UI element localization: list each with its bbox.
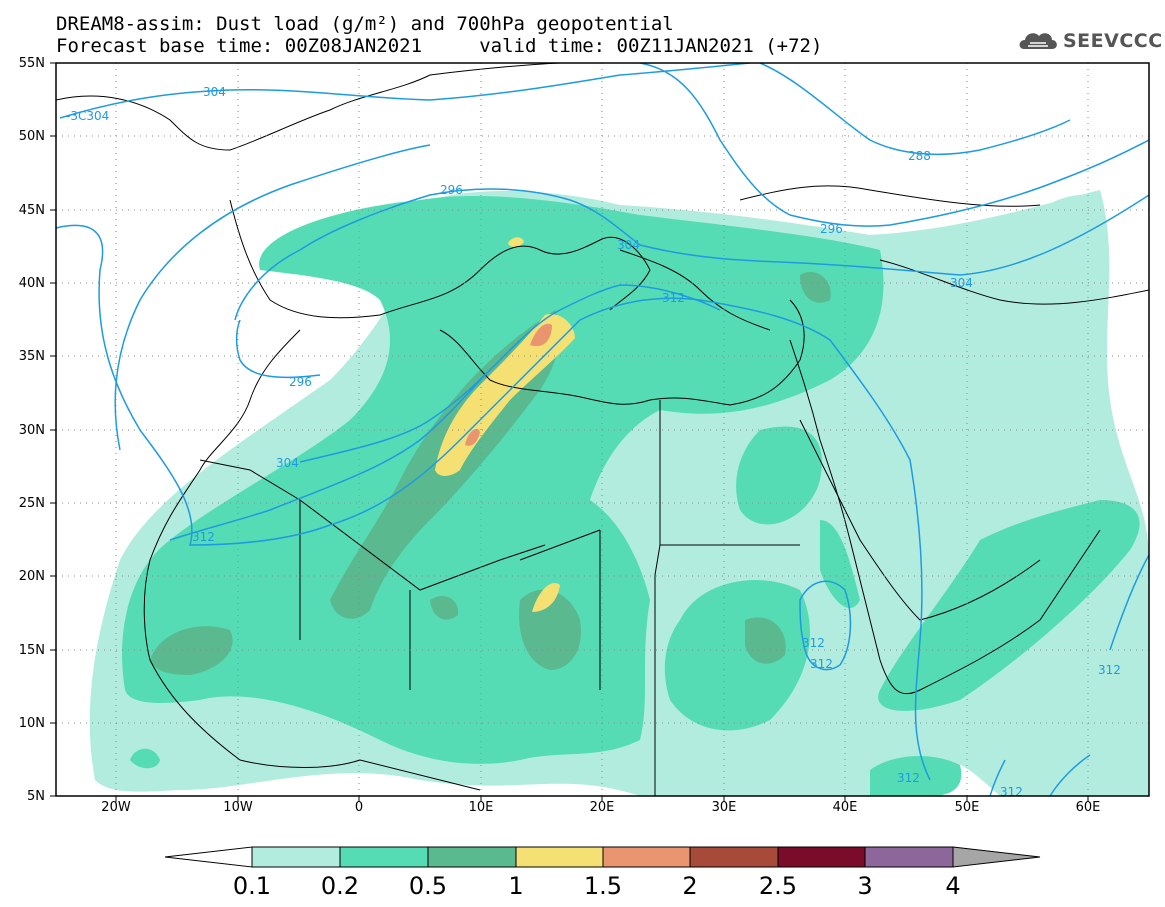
lat-label: 25N bbox=[18, 496, 45, 511]
lon-label: 20W bbox=[101, 800, 131, 815]
dust-region-medium bbox=[870, 755, 962, 796]
dust-region-medium bbox=[878, 500, 1140, 711]
lon-label: 0 bbox=[354, 800, 364, 815]
colorbar bbox=[164, 846, 1041, 868]
contour-label: 304 bbox=[950, 276, 973, 290]
dust-region-extreme bbox=[530, 323, 552, 347]
contour-label: -3C304 bbox=[66, 109, 109, 123]
lat-label: 40N bbox=[18, 276, 45, 291]
colorbar-label: 2 bbox=[682, 872, 698, 900]
lon-label: 60E bbox=[1075, 800, 1101, 815]
dust-region-very-heavy bbox=[508, 237, 524, 248]
colorbar-label: 4 bbox=[945, 872, 961, 900]
colorbar-swatch bbox=[777, 846, 866, 868]
contour-label: 304 bbox=[617, 238, 640, 252]
contour-label: 296 bbox=[440, 183, 463, 197]
dust-region-medium bbox=[820, 520, 860, 609]
lon-label: 30E bbox=[711, 800, 737, 815]
colorbar-swatch bbox=[251, 846, 341, 868]
map-title: DREAM8-assim: Dust load (g/m²) and 700hP… bbox=[56, 13, 674, 35]
dust-shading bbox=[89, 190, 1149, 796]
seevccc-logo-text: SEEVCCC bbox=[1063, 30, 1163, 52]
colorbar-label: 0.5 bbox=[408, 872, 448, 900]
colorbar-label: 2.5 bbox=[758, 872, 798, 900]
colorbar-swatch bbox=[164, 846, 253, 868]
geopotential-contours bbox=[56, 63, 1149, 796]
lat-label: 45N bbox=[18, 203, 45, 218]
dust-region-heavy bbox=[430, 595, 459, 620]
contour-label: 312 bbox=[897, 771, 920, 785]
colorbar-label: 1 bbox=[508, 872, 524, 900]
lat-label: 5N bbox=[27, 789, 45, 804]
dust-region-heavy bbox=[800, 271, 831, 303]
colorbar-swatch bbox=[515, 846, 604, 868]
contour-label: 312 bbox=[802, 636, 825, 650]
colorbar-label: 1.5 bbox=[583, 872, 623, 900]
colorbar-swatch bbox=[339, 846, 429, 868]
dust-region-medium bbox=[130, 748, 160, 769]
colorbar-label: 0.2 bbox=[320, 872, 360, 900]
colorbar-swatch bbox=[689, 846, 779, 868]
lon-label: 10W bbox=[223, 800, 253, 815]
cloud-logo-icon bbox=[1019, 33, 1057, 49]
colorbar-swatch bbox=[602, 846, 691, 868]
contour-label: 296 bbox=[820, 222, 843, 236]
lon-label: 40E bbox=[832, 800, 858, 815]
lat-label: 10N bbox=[18, 716, 45, 731]
dust-region-heavy bbox=[745, 617, 786, 664]
dust-region-medium bbox=[736, 426, 822, 525]
dust-region-very-heavy bbox=[532, 583, 560, 612]
dust-region-medium bbox=[664, 580, 810, 731]
dust-region-medium bbox=[122, 195, 884, 764]
contour-label: 304 bbox=[276, 456, 299, 470]
contour-label: 312 bbox=[1098, 663, 1121, 677]
lat-label: 15N bbox=[18, 643, 45, 658]
lat-label: 20N bbox=[18, 569, 45, 584]
colorbar-swatch bbox=[952, 846, 1041, 868]
colorbar-swatch bbox=[427, 846, 517, 868]
axis-ticks bbox=[50, 62, 1089, 802]
lat-label: 50N bbox=[18, 129, 45, 144]
contour-label: 312 bbox=[662, 291, 685, 305]
lat-lon-grid bbox=[56, 63, 1149, 796]
dust-region-light bbox=[1040, 194, 1100, 227]
contour-label: 312 bbox=[1000, 785, 1023, 799]
lat-label: 55N bbox=[18, 56, 45, 71]
lon-label: 10E bbox=[468, 800, 494, 815]
contour-label: 312 bbox=[192, 530, 215, 544]
lon-label: 20E bbox=[589, 800, 615, 815]
lat-label: 30N bbox=[18, 423, 45, 438]
forecast-times: Forecast base time: 00Z08JAN2021 valid t… bbox=[56, 35, 823, 57]
contour-label: 312 bbox=[810, 657, 833, 671]
contour-label: 288 bbox=[908, 149, 931, 163]
colorbar-label: 0.1 bbox=[232, 872, 272, 900]
lon-label: 50E bbox=[954, 800, 980, 815]
dust-region-extreme bbox=[465, 428, 480, 446]
lat-label: 35N bbox=[18, 349, 45, 364]
coastlines bbox=[56, 63, 1149, 796]
contour-label: 304 bbox=[203, 85, 226, 99]
dust-region-heavy bbox=[150, 626, 233, 675]
contour-label: 296 bbox=[289, 375, 312, 389]
contour-labels: 304 -3C304 296 304 288 296 304 312 296 3… bbox=[66, 85, 1121, 799]
colorbar-swatch bbox=[864, 846, 954, 868]
colorbar-label: 3 bbox=[857, 872, 873, 900]
